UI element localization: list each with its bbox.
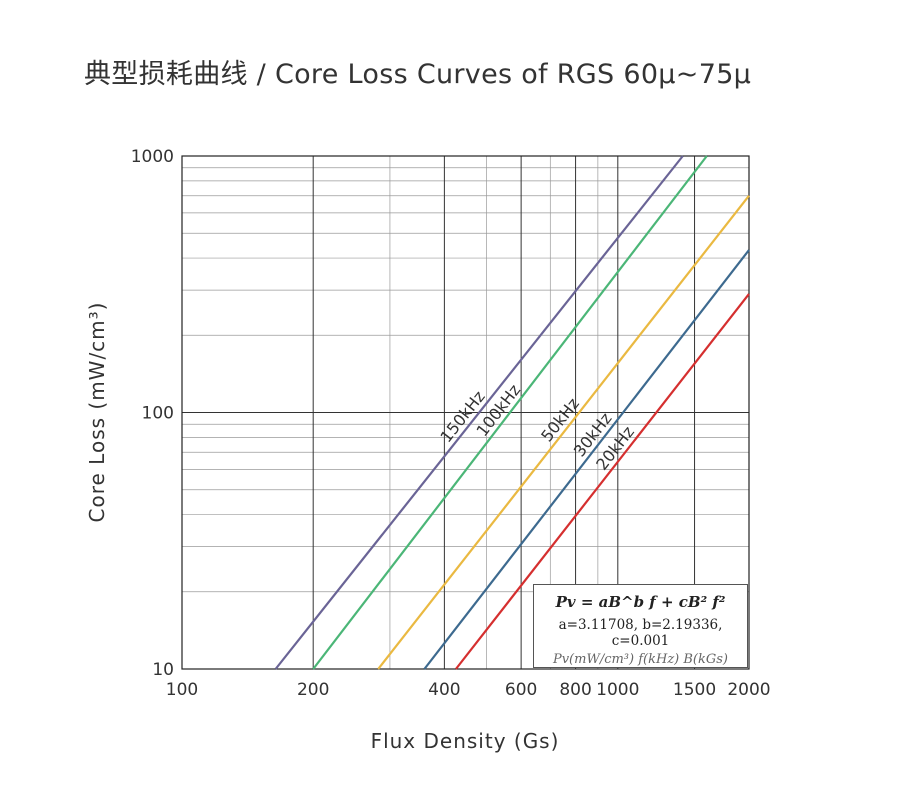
series-line-20khz: [455, 293, 750, 670]
formula-box: Pv = aB^b f + cB² f² a=3.11708, b=2.1933…: [533, 584, 748, 668]
formula-main: Pv = aB^b f + cB² f²: [555, 593, 726, 611]
minor-grid: [182, 156, 749, 669]
y-axis-ticks: 10 100 1000: [131, 147, 174, 680]
y-tick-label: 100: [142, 404, 174, 424]
y-tick-label: 1000: [131, 147, 174, 167]
formula-units: Pv(mW/cm³) f(kHz) B(kGs): [552, 652, 729, 667]
x-tick-label: 1500: [673, 680, 716, 700]
x-tick-label: 600: [505, 680, 537, 700]
x-axis-ticks: 100 200 400 600 800 1000 1500 2000: [166, 680, 771, 700]
x-axis-label: Flux Density (Gs): [371, 729, 560, 753]
formula-params: a=3.11708, b=2.19336, c=0.001: [558, 617, 723, 649]
series-line-30khz: [423, 249, 750, 670]
chart-title: 典型损耗曲线 / Core Loss Curves of RGS 60μ~75μ: [84, 59, 752, 90]
x-tick-label: 400: [428, 680, 460, 700]
y-tick-label: 10: [152, 660, 174, 680]
y-axis-label: Core Loss (mW/cm³): [85, 302, 109, 523]
plot-frame: [181, 155, 750, 670]
series-line-50khz: [377, 195, 750, 670]
series-lines: [274, 155, 750, 670]
x-tick-label: 1000: [596, 680, 639, 700]
series-line-150khz: [274, 155, 684, 670]
x-tick-label: 800: [559, 680, 591, 700]
x-tick-label: 200: [297, 680, 329, 700]
x-tick-label: 100: [166, 680, 198, 700]
series-line-100khz: [312, 155, 708, 670]
x-tick-label: 2000: [727, 680, 770, 700]
